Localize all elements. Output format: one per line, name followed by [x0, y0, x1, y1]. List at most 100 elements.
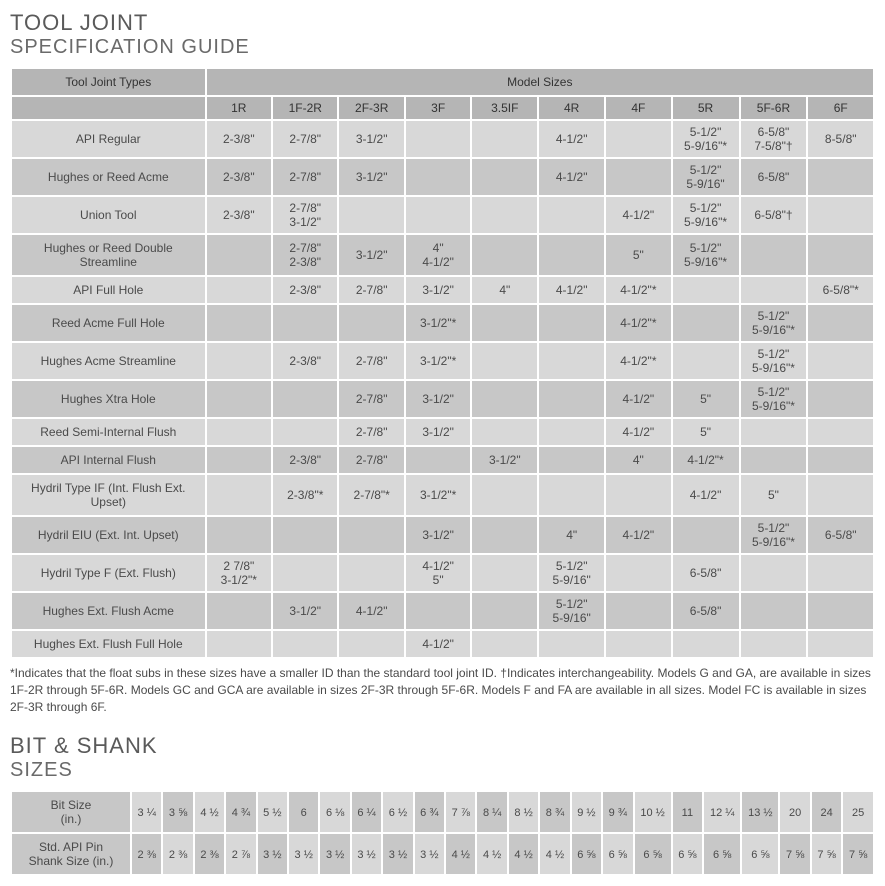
size-cell: [471, 342, 538, 380]
size-cell: [338, 554, 404, 592]
size-cell: 4-1/2"*: [605, 342, 671, 380]
size-cell: 4": [538, 516, 605, 554]
shank-size-cell: 6 ⅝: [672, 833, 703, 875]
shank-size-cell: 2 ⅜: [131, 833, 162, 875]
bit-shank-subtitle: SIZES: [10, 759, 875, 782]
size-cell: 5-1/2"5-9/16"*: [740, 516, 808, 554]
size-cell: 6-5/8": [672, 592, 740, 630]
size-cell: 2-3/8": [206, 196, 272, 234]
size-cell: 4-1/2": [605, 516, 671, 554]
size-cell: 2 7/8"3-1/2"*: [206, 554, 272, 592]
size-cell: 5-1/2"5-9/16"*: [740, 304, 808, 342]
bit-size-cell: 6 ¼: [351, 791, 382, 833]
type-name: Hughes Ext. Flush Acme: [11, 592, 206, 630]
shank-size-cell: 2 ⅞: [225, 833, 256, 875]
size-cell: 5-1/2"5-9/16": [672, 158, 740, 196]
size-cell: [338, 516, 404, 554]
size-cell: 3-1/2": [405, 276, 471, 304]
size-cell: 2-7/8": [338, 418, 404, 446]
size-cell: 4-1/2": [338, 592, 404, 630]
size-cell: [206, 234, 272, 276]
bit-size-label: Bit Size(in.): [11, 791, 131, 833]
size-cell: 3-1/2": [338, 158, 404, 196]
bit-size-cell: 6 ⅛: [319, 791, 350, 833]
header-model-sizes: Model Sizes: [206, 68, 874, 96]
bit-shank-title: BIT & SHANK: [10, 733, 875, 759]
size-cell: [206, 446, 272, 474]
shank-size-cell: 7 ⅝: [811, 833, 842, 875]
size-cell: [206, 342, 272, 380]
size-cell: 3-1/2"*: [405, 304, 471, 342]
size-cell: 4-1/2": [538, 158, 605, 196]
bit-size-cell: 8 ¼: [476, 791, 507, 833]
bit-size-cell: 4 ¾: [225, 791, 256, 833]
size-cell: [672, 630, 740, 658]
size-cell: [740, 446, 808, 474]
header-size: 4F: [605, 96, 671, 120]
bit-size-cell: 25: [842, 791, 874, 833]
size-cell: 6-5/8"7-5/8"†: [740, 120, 808, 158]
size-cell: [740, 418, 808, 446]
type-name: API Regular: [11, 120, 206, 158]
size-cell: [740, 554, 808, 592]
size-cell: [206, 592, 272, 630]
size-cell: [807, 446, 874, 474]
size-cell: 4": [471, 276, 538, 304]
size-cell: 5": [672, 418, 740, 446]
header-size: 5F-6R: [740, 96, 808, 120]
size-cell: [405, 196, 471, 234]
size-cell: 2-7/8": [272, 120, 338, 158]
tool-joint-subtitle: SPECIFICATION GUIDE: [10, 36, 875, 59]
size-cell: [471, 196, 538, 234]
size-cell: [272, 418, 338, 446]
tool-joint-footnote: *Indicates that the float subs in these …: [10, 665, 875, 715]
type-name: Hughes or Reed Double Streamline: [11, 234, 206, 276]
size-cell: [206, 516, 272, 554]
bit-size-cell: 10 ½: [634, 791, 672, 833]
bit-size-cell: 24: [811, 791, 842, 833]
type-name: Reed Semi-Internal Flush: [11, 418, 206, 446]
shank-size-cell: 3 ½: [257, 833, 288, 875]
size-cell: 6-5/8"†: [740, 196, 808, 234]
header-size: 3.5IF: [471, 96, 538, 120]
size-cell: [807, 304, 874, 342]
size-cell: [605, 554, 671, 592]
size-cell: [807, 196, 874, 234]
size-cell: [471, 304, 538, 342]
size-cell: 4-1/2"*: [672, 446, 740, 474]
size-cell: [807, 418, 874, 446]
size-cell: 3-1/2": [405, 516, 471, 554]
tool-joint-table: Tool Joint TypesModel Sizes1R1F-2R2F-3R3…: [10, 67, 875, 659]
tool-joint-header: Tool Joint TypesModel Sizes1R1F-2R2F-3R3…: [11, 68, 874, 120]
size-cell: [807, 592, 874, 630]
size-cell: [538, 474, 605, 516]
size-cell: [740, 234, 808, 276]
size-cell: 4": [605, 446, 671, 474]
shank-size-cell: 4 ½: [508, 833, 539, 875]
type-name: API Internal Flush: [11, 446, 206, 474]
shank-size-cell: 6 ⅝: [741, 833, 779, 875]
size-cell: 3-1/2": [405, 418, 471, 446]
size-cell: 5-1/2"5-9/16"*: [740, 380, 808, 418]
size-cell: [206, 418, 272, 446]
size-cell: [672, 276, 740, 304]
size-cell: [405, 158, 471, 196]
bit-size-cell: 8 ¾: [539, 791, 570, 833]
size-cell: [471, 380, 538, 418]
size-cell: 3-1/2": [338, 120, 404, 158]
type-name: Hydril EIU (Ext. Int. Upset): [11, 516, 206, 554]
size-cell: [807, 342, 874, 380]
size-cell: [206, 380, 272, 418]
size-cell: [538, 446, 605, 474]
size-cell: 2-7/8": [338, 380, 404, 418]
size-cell: [605, 158, 671, 196]
shank-size-cell: 7 ⅝: [779, 833, 810, 875]
size-cell: 4-1/2"*: [605, 304, 671, 342]
header-size: 6F: [807, 96, 874, 120]
size-cell: 2-7/8": [338, 446, 404, 474]
size-cell: [471, 592, 538, 630]
type-name: Hughes Ext. Flush Full Hole: [11, 630, 206, 658]
tool-joint-section: TOOL JOINT SPECIFICATION GUIDE Tool Join…: [10, 10, 875, 715]
size-cell: 4-1/2"*: [605, 276, 671, 304]
header-size: 1R: [206, 96, 272, 120]
